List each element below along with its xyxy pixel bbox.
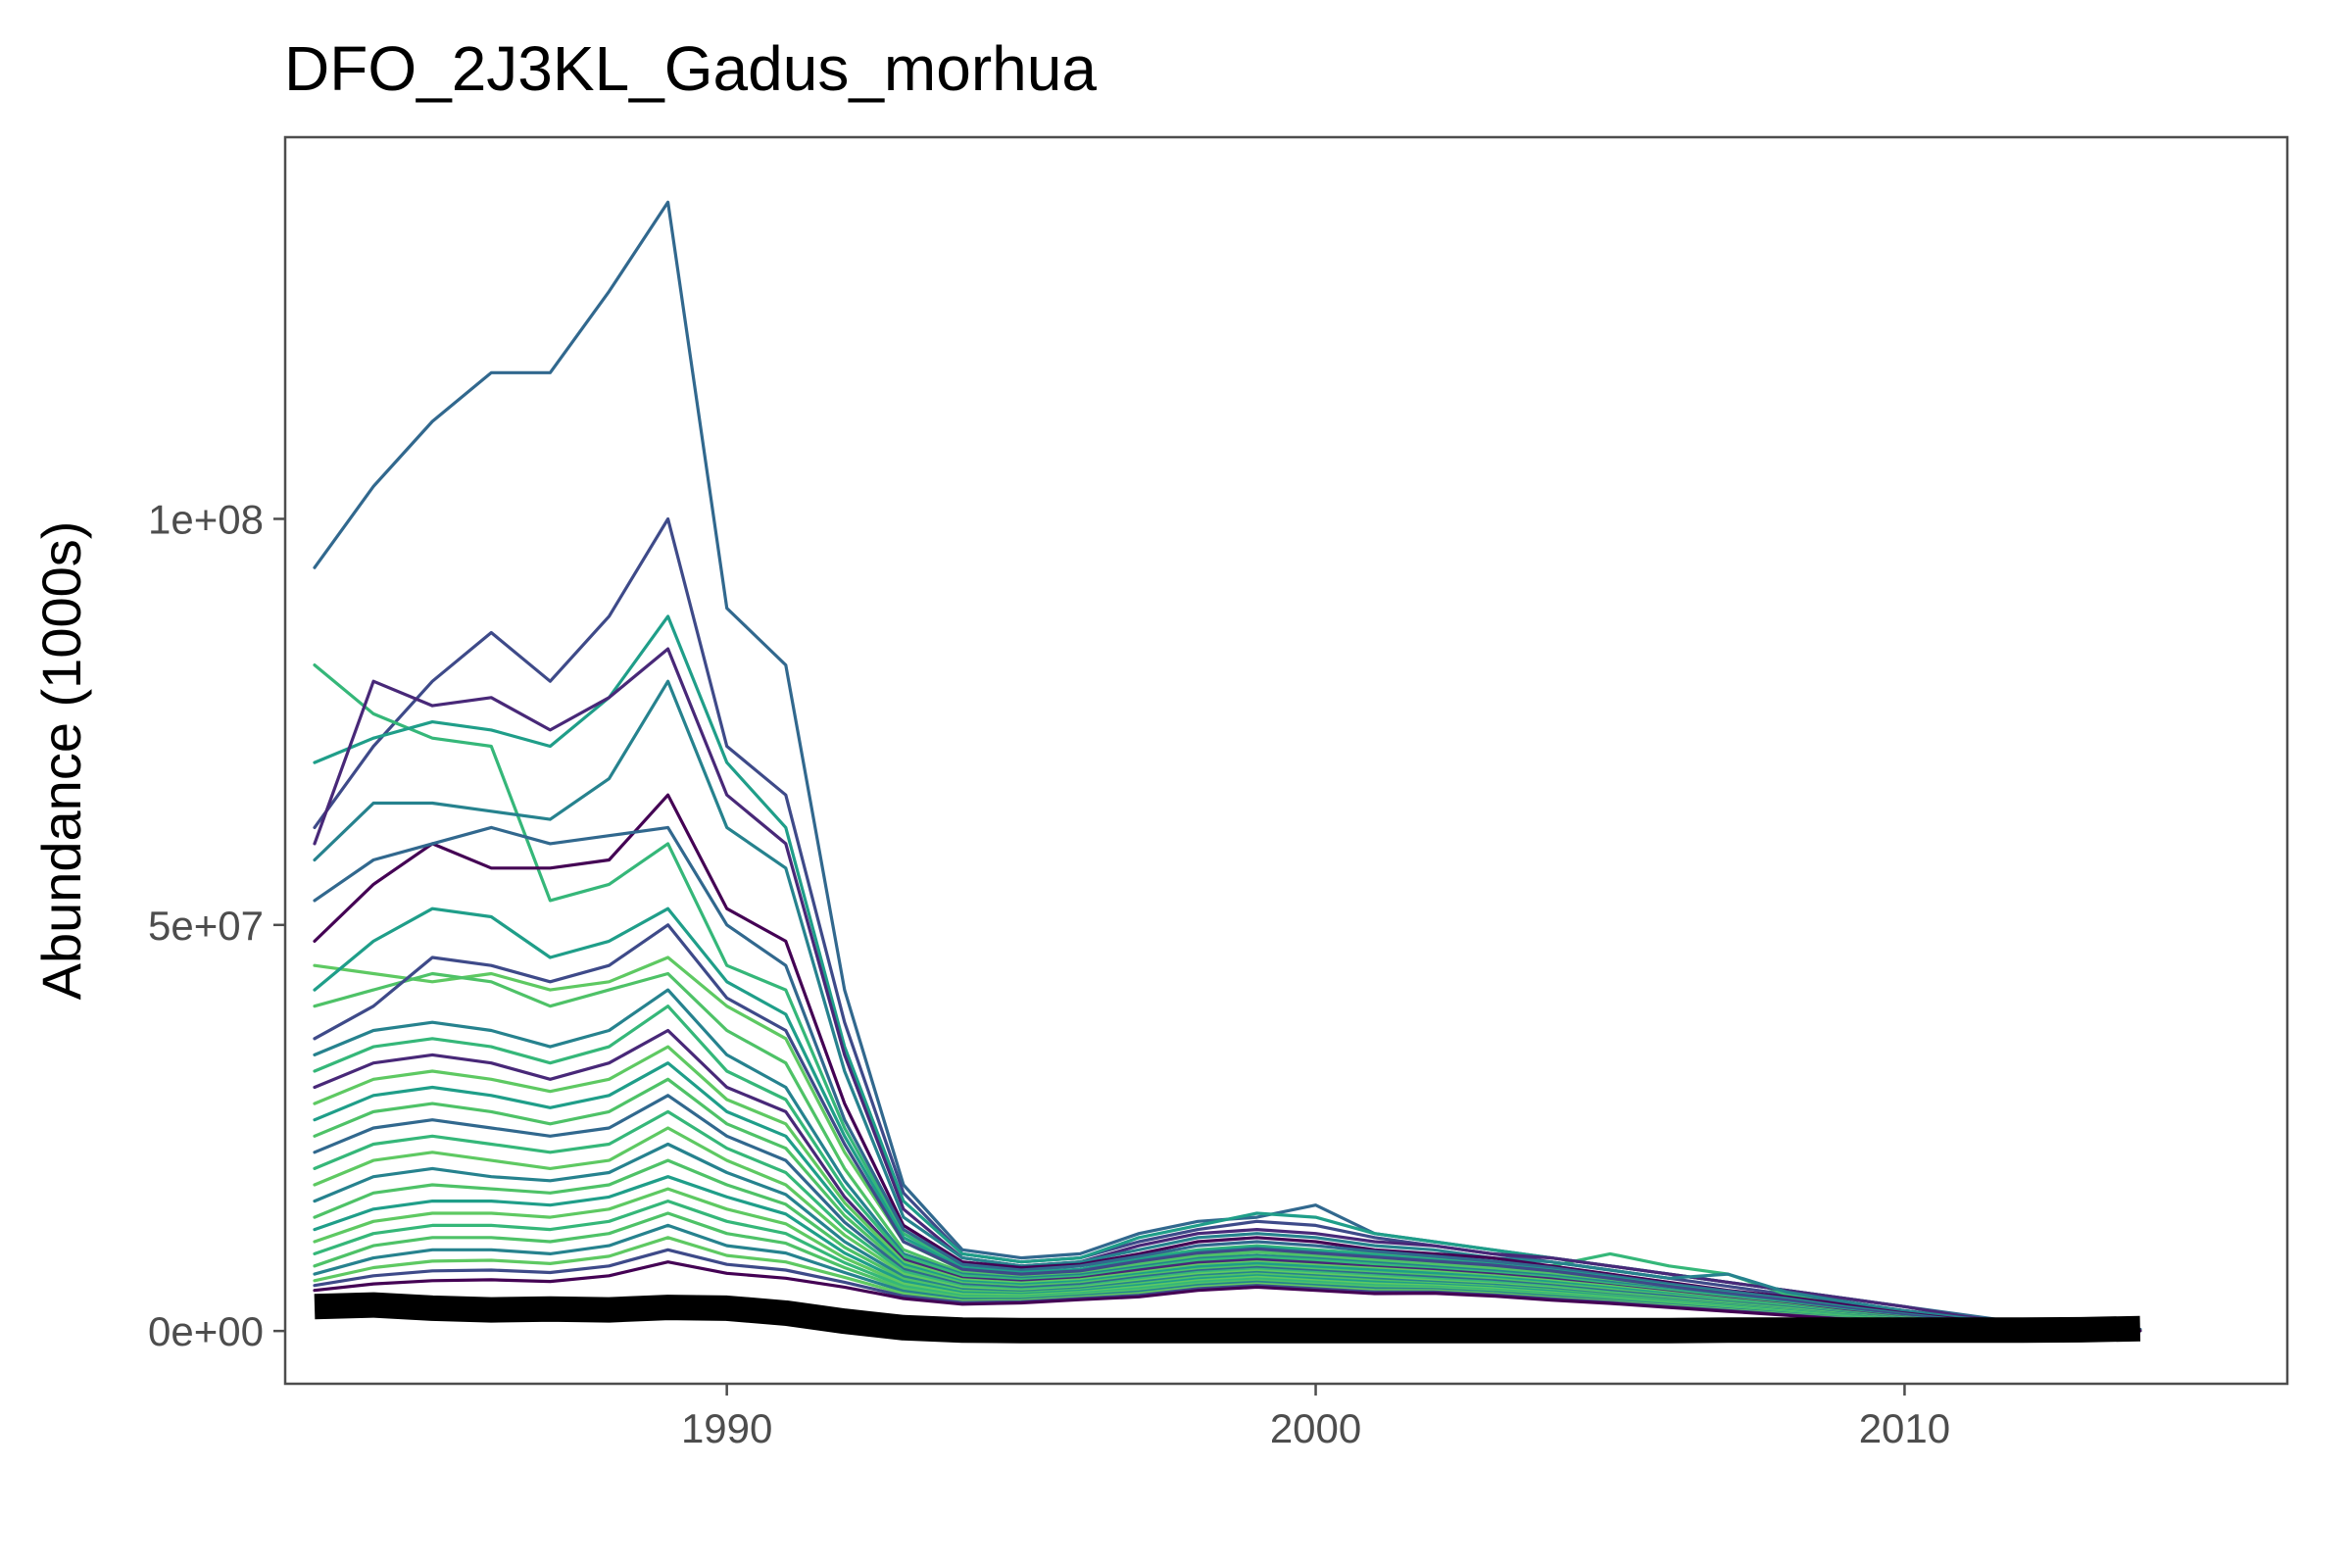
- x-tick-label-1990: 1990: [681, 1405, 772, 1451]
- series-line-1: [313, 200, 2142, 1332]
- y-tick-label-1: 5e+07: [148, 903, 264, 949]
- series-line-6: [313, 679, 2142, 1332]
- series-line-18: [313, 1077, 2142, 1333]
- y-axis-label: Abundance (1000s): [30, 521, 92, 1001]
- reference-line: [314, 1292, 2141, 1344]
- x-tick-label-2010: 2010: [1859, 1405, 1950, 1451]
- plot-panel: [283, 135, 2289, 1386]
- panel-border: [283, 135, 2289, 1386]
- x-tick-label-2000: 2000: [1270, 1405, 1361, 1451]
- y-tick-label-0: 0e+00: [148, 1308, 264, 1354]
- series-line-5: [313, 647, 2142, 1332]
- reference-layer: [314, 1292, 2141, 1344]
- chart-title: DFO_2J3KL_Gadus_morhua: [284, 33, 1097, 104]
- x-axis: 1990 2000 2010: [681, 1384, 1950, 1451]
- series-line-7: [313, 793, 2142, 1332]
- series-line-12: [313, 923, 2142, 1333]
- series-line-2: [313, 516, 2142, 1332]
- series-layer: [313, 200, 2142, 1333]
- series-line-17: [313, 1061, 2142, 1333]
- y-axis: 0e+00 5e+07 1e+08: [148, 496, 285, 1354]
- y-tick-label-2: 1e+08: [148, 496, 264, 542]
